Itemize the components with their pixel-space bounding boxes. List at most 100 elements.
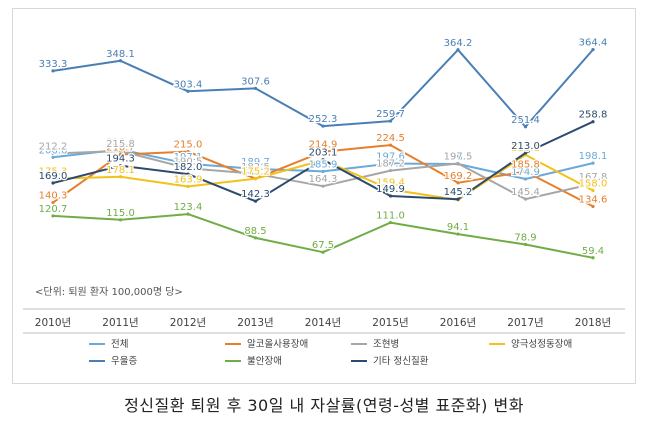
data-label: 212.2 bbox=[39, 141, 68, 152]
data-label: 149.9 bbox=[376, 184, 405, 195]
data-point bbox=[118, 175, 123, 179]
x-tick-label: 2018년 bbox=[575, 317, 611, 329]
data-point bbox=[388, 220, 393, 225]
data-label: 364.4 bbox=[579, 38, 608, 49]
data-label: 203.1 bbox=[309, 148, 338, 159]
series-lines bbox=[51, 48, 595, 260]
data-point bbox=[388, 168, 393, 173]
data-point bbox=[253, 236, 258, 240]
data-point bbox=[591, 256, 595, 260]
data-label: 67.5 bbox=[312, 240, 334, 251]
data-label: 194.3 bbox=[106, 154, 135, 165]
data-label: 115.0 bbox=[106, 208, 135, 219]
legend-label: 알코올사용장애 bbox=[247, 339, 308, 350]
data-label: 259.7 bbox=[376, 109, 405, 120]
data-label: 214.9 bbox=[309, 140, 338, 151]
legend-item: 알코올사용장애 bbox=[225, 339, 308, 350]
data-point bbox=[118, 164, 123, 168]
data-label: 175.2 bbox=[241, 167, 270, 178]
legend-label: 전체 bbox=[111, 339, 128, 350]
data-point bbox=[186, 162, 190, 166]
legend-label: 기타 정신질환 bbox=[373, 355, 429, 367]
data-label: 251.4 bbox=[511, 115, 540, 126]
data-point bbox=[51, 155, 55, 159]
data-label: 198.1 bbox=[579, 151, 608, 162]
data-label: 197.1 bbox=[174, 152, 203, 163]
data-point bbox=[118, 59, 123, 63]
figure-caption: 정신질환 퇴원 후 30일 내 자살률(연령-성별 표준화) 변화 bbox=[124, 396, 524, 415]
data-point bbox=[321, 124, 325, 128]
data-label: 174.9 bbox=[511, 167, 540, 178]
data-label: 224.5 bbox=[376, 133, 405, 144]
data-point bbox=[523, 242, 528, 247]
data-point bbox=[456, 161, 460, 166]
data-label: 197.6 bbox=[376, 151, 405, 162]
data-point bbox=[186, 172, 190, 176]
x-tick-label: 2014년 bbox=[305, 317, 341, 329]
data-point bbox=[388, 161, 393, 166]
x-tick-label: 2013년 bbox=[237, 317, 273, 329]
data-point bbox=[186, 149, 190, 154]
legend-item: 전체 bbox=[89, 339, 128, 350]
data-point bbox=[118, 152, 123, 157]
legend-item: 조현병 bbox=[351, 339, 399, 350]
data-label: 123.4 bbox=[174, 202, 203, 213]
legend-label: 조현병 bbox=[373, 339, 399, 350]
data-point bbox=[456, 48, 460, 52]
data-label: 78.9 bbox=[514, 232, 536, 243]
data-label: 175.3 bbox=[39, 167, 68, 178]
data-label: 210.1 bbox=[511, 143, 540, 154]
data-labels: 206.6 218.0 197.1 189.7 185.9 197.6 196.8 174.9… bbox=[37, 36, 608, 258]
legend-item: 기타 정신질환 bbox=[351, 355, 429, 367]
data-point bbox=[591, 188, 595, 193]
legend-label: 양극성정동장애 bbox=[511, 339, 572, 350]
data-point bbox=[388, 119, 393, 123]
data-point bbox=[321, 158, 325, 162]
data-point bbox=[456, 181, 460, 185]
data-label: 206.6 bbox=[39, 145, 68, 156]
data-point bbox=[591, 161, 595, 165]
data-point bbox=[321, 150, 325, 154]
legend-label: 우울증 bbox=[111, 356, 137, 367]
data-label: 169.2 bbox=[444, 171, 473, 182]
data-point bbox=[591, 182, 595, 186]
data-point bbox=[186, 89, 190, 93]
data-label: 202.5 bbox=[309, 148, 338, 159]
data-point bbox=[456, 197, 460, 201]
data-label: 145.4 bbox=[511, 187, 540, 198]
x-tick-label: 2011년 bbox=[102, 317, 138, 329]
data-label: 303.4 bbox=[174, 79, 203, 90]
data-point bbox=[523, 177, 528, 181]
data-point bbox=[523, 197, 528, 201]
data-point bbox=[51, 200, 55, 205]
data-point bbox=[118, 218, 123, 222]
data-label: 182.5 bbox=[241, 162, 270, 173]
data-label: 140.3 bbox=[39, 191, 68, 202]
chart-frame: 206.6 218.0 197.1 189.7 185.9 197.6 196.8 174.9… bbox=[12, 8, 636, 384]
data-label: 258.8 bbox=[579, 110, 608, 121]
data-label: 142.3 bbox=[241, 189, 270, 200]
data-label: 213.0 bbox=[511, 141, 540, 152]
data-label: 210.7 bbox=[106, 143, 135, 154]
line-chart: 206.6 218.0 197.1 189.7 185.9 197.6 196.8 174.9… bbox=[23, 36, 625, 367]
data-label: 164.3 bbox=[309, 174, 338, 185]
x-tick-label: 2017년 bbox=[507, 317, 543, 329]
data-label: 189.7 bbox=[241, 157, 270, 168]
data-point bbox=[321, 184, 325, 188]
data-label: 252.3 bbox=[309, 114, 338, 125]
legend-label: 불안장애 bbox=[247, 356, 282, 367]
data-point bbox=[388, 187, 393, 192]
data-point bbox=[456, 232, 460, 236]
data-point bbox=[321, 250, 325, 254]
x-tick-label: 2012년 bbox=[170, 317, 206, 329]
data-point bbox=[51, 214, 55, 218]
data-label: 59.4 bbox=[582, 246, 604, 257]
data-point bbox=[523, 151, 528, 155]
data-label: 144.2 bbox=[444, 188, 473, 199]
data-label: 175.3 bbox=[241, 167, 270, 178]
data-label: 145.2 bbox=[444, 187, 473, 198]
data-point bbox=[51, 151, 55, 156]
data-label: 364.2 bbox=[444, 38, 473, 49]
data-label: 185.9 bbox=[309, 159, 338, 170]
